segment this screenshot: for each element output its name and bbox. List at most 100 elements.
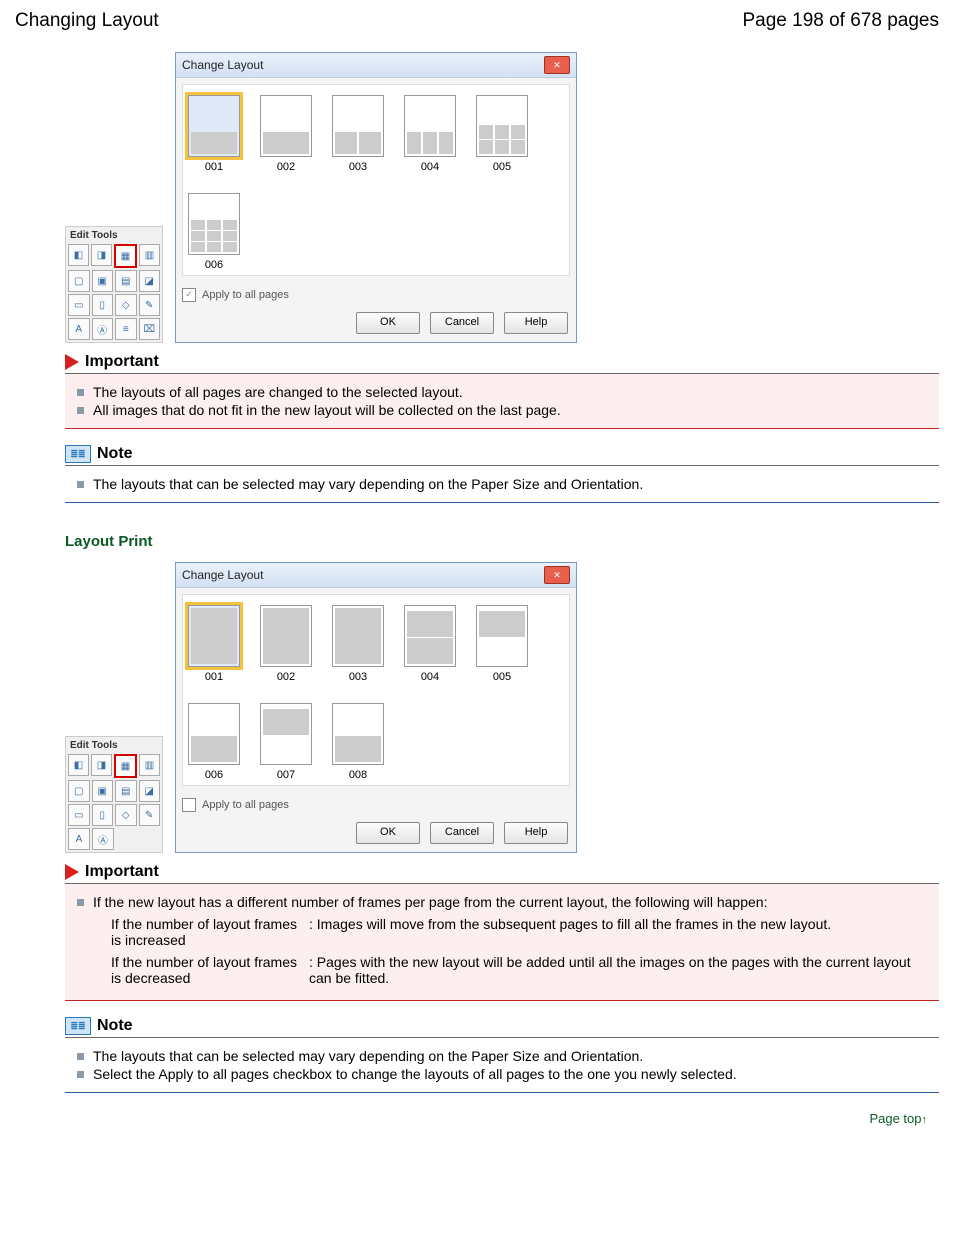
layout-thumb-006[interactable] <box>188 193 240 255</box>
note-item: The layouts that can be selected may var… <box>75 1048 929 1064</box>
edit-tool-icon[interactable]: ◪ <box>139 270 161 292</box>
edit-tool-icon[interactable]: A <box>68 828 90 850</box>
important-intro: If the new layout has a different number… <box>93 894 767 910</box>
edit-tool-icon[interactable]: Ⓐ <box>92 828 114 850</box>
thumb-label: 006 <box>205 259 223 271</box>
edit-tool-icon[interactable]: ▭ <box>68 294 90 316</box>
close-icon[interactable]: ✕ <box>544 566 570 584</box>
edit-tool-icon[interactable]: ✎ <box>139 804 161 826</box>
cancel-button[interactable]: Cancel <box>430 312 494 334</box>
edit-tool-icon[interactable]: ≡ <box>115 318 137 340</box>
layout-thumb-002[interactable] <box>260 605 312 667</box>
edit-tool-layout-icon[interactable]: ▦ <box>114 244 137 268</box>
layout-print-heading: Layout Print <box>65 533 939 550</box>
thumb-label: 002 <box>277 671 295 683</box>
edit-tool-icon[interactable]: ▣ <box>92 780 114 802</box>
edit-tools-palette-1: Edit Tools ◧ ◨ ▦ ▥ ▢ ▣ ▤ ◪ ▭ ▯ ◇ ✎ A Ⓐ ≡… <box>65 226 163 343</box>
note-item: The layouts that can be selected may var… <box>75 476 929 492</box>
thumb-label: 005 <box>493 671 511 683</box>
page-title: Changing Layout <box>15 10 159 32</box>
cancel-button[interactable]: Cancel <box>430 822 494 844</box>
thumb-label: 008 <box>349 769 367 781</box>
edit-tools-title: Edit Tools <box>68 739 160 752</box>
note-icon: ≣≣ <box>65 445 91 463</box>
page-counter: Page 198 of 678 pages <box>742 10 939 32</box>
edit-tool-icon[interactable]: Ⓐ <box>92 318 114 340</box>
thumb-label: 003 <box>349 161 367 173</box>
edit-tool-icon[interactable]: ◇ <box>115 294 137 316</box>
edit-tool-icon[interactable]: ◨ <box>91 244 112 266</box>
important-item: All images that do not fit in the new la… <box>75 402 929 418</box>
edit-tool-icon[interactable]: ◨ <box>91 754 112 776</box>
apply-all-checkbox[interactable]: ✓ <box>182 288 196 302</box>
edit-tool-icon[interactable]: ▤ <box>115 270 137 292</box>
important-icon <box>65 354 79 370</box>
apply-all-checkbox[interactable] <box>182 798 196 812</box>
edit-tool-icon[interactable]: ▭ <box>68 804 90 826</box>
apply-all-label: Apply to all pages <box>202 289 289 301</box>
edit-tool-layout-icon[interactable]: ▦ <box>114 754 137 778</box>
cond-right: : Images will move from the subsequent p… <box>309 916 929 948</box>
edit-tool-icon[interactable]: ▣ <box>92 270 114 292</box>
edit-tools-title: Edit Tools <box>68 229 160 242</box>
thumb-label: 004 <box>421 671 439 683</box>
layout-thumb-003[interactable] <box>332 95 384 157</box>
layout-thumb-001[interactable] <box>188 605 240 667</box>
important-icon <box>65 864 79 880</box>
close-icon[interactable]: ✕ <box>544 56 570 74</box>
layout-thumb-005[interactable] <box>476 95 528 157</box>
important-heading: Important <box>85 353 159 371</box>
edit-tool-icon[interactable]: ◧ <box>68 244 89 266</box>
thumb-label: 006 <box>205 769 223 781</box>
edit-tool-icon[interactable]: ▥ <box>139 244 160 266</box>
layout-thumb-001[interactable] <box>188 95 240 157</box>
edit-tool-icon[interactable]: ▤ <box>115 780 137 802</box>
thumb-label: 001 <box>205 161 223 173</box>
thumb-label: 005 <box>493 161 511 173</box>
layout-thumb-003[interactable] <box>332 605 384 667</box>
layout-thumb-007[interactable] <box>260 703 312 765</box>
edit-tool-icon[interactable]: ▢ <box>68 270 90 292</box>
edit-tools-palette-2: Edit Tools ◧ ◨ ▦ ▥ ▢ ▣ ▤ ◪ ▭ ▯ ◇ ✎ A Ⓐ <box>65 736 163 853</box>
help-button[interactable]: Help <box>504 822 568 844</box>
layout-thumb-008[interactable] <box>332 703 384 765</box>
note-heading: Note <box>97 445 133 463</box>
important-box-1: The layouts of all pages are changed to … <box>65 374 939 428</box>
layout-thumb-004[interactable] <box>404 605 456 667</box>
edit-tool-icon[interactable]: ◧ <box>68 754 89 776</box>
edit-tool-icon[interactable]: ▯ <box>92 294 114 316</box>
note-item: Select the Apply to all pages checkbox t… <box>75 1066 929 1082</box>
note-heading: Note <box>97 1017 133 1035</box>
note-box-2: The layouts that can be selected may var… <box>65 1038 939 1092</box>
cond-left: If the number of layout frames is decrea… <box>111 954 301 986</box>
note-box-1: The layouts that can be selected may var… <box>65 466 939 502</box>
apply-all-label: Apply to all pages <box>202 799 289 811</box>
layout-thumb-006[interactable] <box>188 703 240 765</box>
thumb-label: 007 <box>277 769 295 781</box>
note-icon: ≣≣ <box>65 1017 91 1035</box>
edit-tool-icon[interactable]: ⌧ <box>139 318 161 340</box>
page-top-link[interactable]: Page top <box>869 1111 921 1126</box>
change-layout-dialog-2: Change Layout ✕ 001 002 003 004 005 006 … <box>175 562 577 853</box>
dialog-title: Change Layout <box>182 58 263 72</box>
important-item: The layouts of all pages are changed to … <box>75 384 929 400</box>
edit-tool-icon[interactable]: ✎ <box>139 294 161 316</box>
edit-tool-icon[interactable]: ▢ <box>68 780 90 802</box>
important-heading: Important <box>85 863 159 881</box>
help-button[interactable]: Help <box>504 312 568 334</box>
layout-thumb-004[interactable] <box>404 95 456 157</box>
edit-tool-icon[interactable]: ▯ <box>92 804 114 826</box>
important-box-2: If the new layout has a different number… <box>65 884 939 1000</box>
ok-button[interactable]: OK <box>356 312 420 334</box>
edit-tool-icon[interactable]: ▥ <box>139 754 160 776</box>
edit-tool-icon[interactable]: ◇ <box>115 804 137 826</box>
important-item: If the new layout has a different number… <box>75 894 929 986</box>
thumb-label: 003 <box>349 671 367 683</box>
edit-tool-icon[interactable]: A <box>68 318 90 340</box>
edit-tool-icon[interactable]: ◪ <box>139 780 161 802</box>
layout-thumb-002[interactable] <box>260 95 312 157</box>
change-layout-dialog-1: Change Layout ✕ 001 002 003 004 005 006 … <box>175 52 577 343</box>
cond-right: : Pages with the new layout will be adde… <box>309 954 929 986</box>
layout-thumb-005[interactable] <box>476 605 528 667</box>
ok-button[interactable]: OK <box>356 822 420 844</box>
